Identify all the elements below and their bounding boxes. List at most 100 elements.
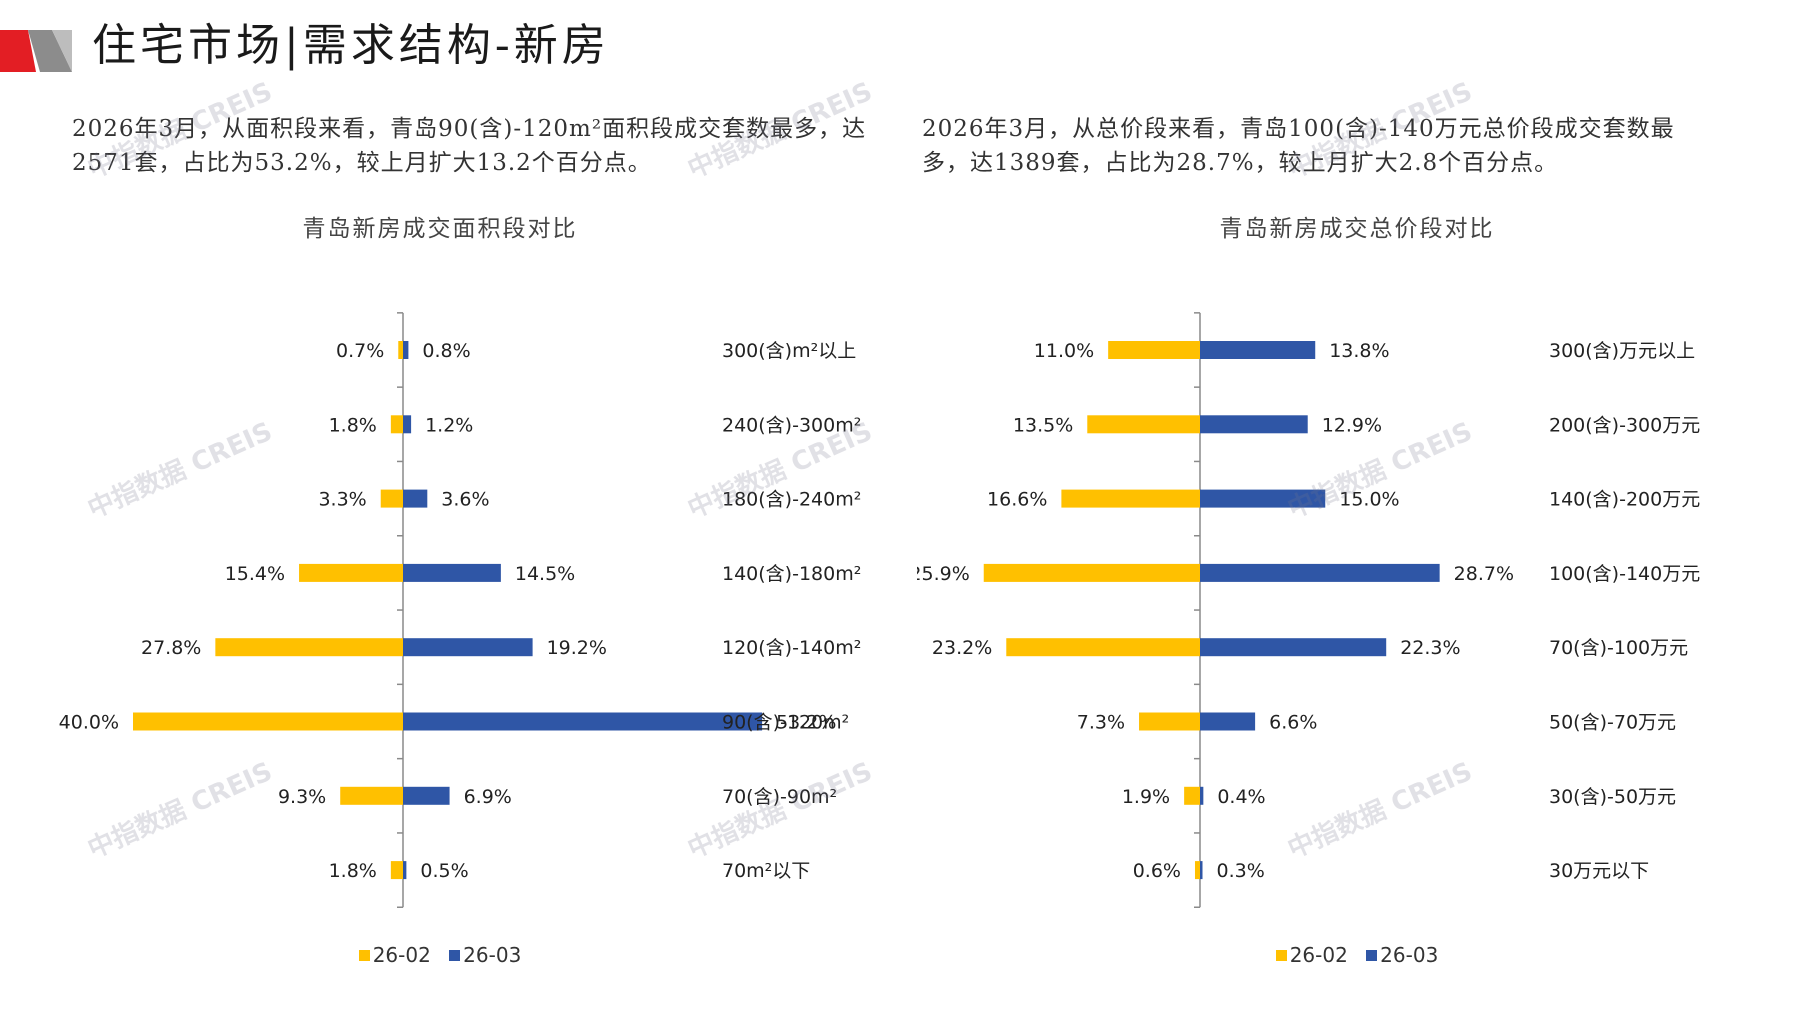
bar-curr	[403, 341, 409, 359]
data-label-curr: 19.2%	[547, 637, 607, 659]
category-label: 120(含)-140m²	[722, 637, 861, 659]
bar-prev	[215, 638, 403, 657]
category-label: 70(含)-90m²	[722, 786, 837, 808]
data-label-curr: 6.6%	[1269, 712, 1317, 734]
data-label-curr: 13.8%	[1329, 340, 1389, 362]
bar-prev	[340, 786, 403, 805]
data-label-prev: 0.7%	[336, 340, 384, 362]
legend-item-curr: 26-03	[1366, 943, 1438, 967]
legend-swatch-prev	[358, 950, 370, 961]
category-label: 300(含)m²以上	[722, 340, 856, 362]
data-label-curr: 28.7%	[1454, 563, 1514, 585]
bar-curr	[1200, 563, 1440, 582]
legend-swatch-curr	[1366, 950, 1378, 961]
category-label: 300(含)万元以上	[1549, 340, 1695, 362]
data-label-curr: 0.4%	[1217, 786, 1265, 808]
bar-prev	[380, 489, 403, 508]
data-label-prev: 27.8%	[141, 637, 201, 659]
bar-prev	[1061, 489, 1200, 508]
data-label-curr: 0.8%	[422, 340, 470, 362]
area-chart-svg: 0.7% 0.8% 300(含)m²以上 1.8% 1.2% 240(含)-300m² 3.…	[59, 312, 861, 908]
category-label: 240(含)-300m²	[722, 414, 861, 436]
bar-curr	[403, 415, 412, 434]
bar-prev	[1139, 712, 1200, 731]
page-title: 住宅市场|需求结构-新房	[92, 20, 610, 71]
bar-curr	[1200, 786, 1204, 805]
bar-prev	[390, 861, 403, 880]
data-label-curr: 6.9%	[464, 786, 512, 808]
data-label-prev: 1.9%	[1122, 786, 1170, 808]
bar-prev	[1194, 861, 1200, 880]
data-label-curr: 1.2%	[425, 414, 473, 436]
bar-curr	[1200, 415, 1308, 434]
chart-title: 青岛新房成交面积段对比	[302, 216, 578, 242]
chart-title: 青岛新房成交总价段对比	[1219, 216, 1495, 242]
bar-prev	[390, 415, 403, 434]
data-label-prev: 11.0%	[1034, 340, 1094, 362]
bar-prev	[133, 712, 403, 731]
data-label-prev: 40.0%	[59, 712, 119, 734]
chart-legend: 26-02 26-03	[917, 943, 1797, 967]
bar-prev	[1087, 415, 1200, 434]
logo-gray-shape	[28, 30, 72, 72]
legend-item-prev: 26-02	[1275, 943, 1348, 967]
bar-prev	[398, 341, 403, 359]
bar-curr	[403, 712, 763, 731]
category-label: 100(含)-140万元	[1549, 563, 1700, 585]
category-label: 30万元以下	[1549, 860, 1649, 882]
data-label-curr: 0.5%	[420, 860, 468, 882]
data-label-prev: 16.6%	[987, 489, 1047, 511]
summary-area: 2026年3月，从面积段来看，青岛90(含)-120m²面积段成交套数最多，达2…	[72, 116, 867, 176]
bar-curr	[1200, 861, 1203, 880]
category-label: 140(含)-180m²	[722, 563, 861, 585]
legend-label-prev: 26-02	[1289, 943, 1348, 967]
bar-curr	[1200, 489, 1326, 508]
bar-curr	[1200, 341, 1316, 359]
data-label-prev: 15.4%	[225, 563, 285, 585]
category-label: 180(含)-240m²	[722, 489, 861, 511]
category-label: 200(含)-300万元	[1549, 414, 1700, 436]
data-label-prev: 1.8%	[329, 414, 377, 436]
price-chart-svg: 11.0% 13.8% 300(含)万元以上 13.5% 12.9% 200(含)-300…	[917, 312, 1700, 908]
bar-curr	[403, 563, 501, 582]
brand-logo	[0, 30, 72, 72]
data-label-curr: 0.3%	[1217, 860, 1265, 882]
summary-price: 2026年3月，从总价段来看，青岛100(含)-140万元总价段成交套数最多，达…	[922, 116, 1675, 176]
data-label-prev: 9.3%	[278, 786, 326, 808]
bar-prev	[983, 563, 1200, 582]
area-chart: 青岛新房成交面积段对比 0.7% 0.8% 300(含)m²以上 1.8% 1.2% 24…	[0, 195, 880, 995]
logo-red-shape	[0, 30, 36, 72]
bar-curr	[403, 489, 428, 508]
data-label-prev: 7.3%	[1077, 712, 1125, 734]
data-label-curr: 14.5%	[515, 563, 575, 585]
data-label-curr: 22.3%	[1400, 637, 1460, 659]
legend-item-prev: 26-02	[358, 943, 431, 967]
chart-legend: 26-02 26-03	[0, 943, 880, 967]
category-label: 70m²以下	[722, 860, 810, 882]
data-label-curr: 53.2%	[776, 712, 836, 734]
data-label-prev: 23.2%	[932, 637, 992, 659]
bar-curr	[403, 638, 533, 657]
data-label-prev: 1.8%	[329, 860, 377, 882]
data-label-curr: 15.0%	[1339, 489, 1399, 511]
category-label: 140(含)-200万元	[1549, 489, 1700, 511]
legend-swatch-curr	[449, 950, 461, 961]
bar-prev	[299, 563, 403, 582]
category-label: 70(含)-100万元	[1549, 637, 1688, 659]
data-label-prev: 25.9%	[917, 563, 970, 585]
bar-prev	[1184, 786, 1200, 805]
legend-label-curr: 26-03	[1380, 943, 1439, 967]
bar-curr	[403, 786, 450, 805]
legend-swatch-prev	[1275, 950, 1287, 961]
bar-curr	[1200, 712, 1256, 731]
logo-gray-light-shape	[52, 30, 72, 72]
bar-curr	[1200, 638, 1387, 657]
legend-label-prev: 26-02	[372, 943, 431, 967]
data-label-prev: 3.3%	[318, 489, 366, 511]
bar-prev	[1108, 341, 1200, 359]
price-chart: 青岛新房成交总价段对比 11.0% 13.8% 300(含)万元以上 13.5% 12.…	[917, 195, 1797, 995]
legend-label-curr: 26-03	[463, 943, 522, 967]
data-label-prev: 13.5%	[1013, 414, 1073, 436]
category-label: 30(含)-50万元	[1549, 786, 1676, 808]
data-label-curr: 3.6%	[441, 489, 489, 511]
